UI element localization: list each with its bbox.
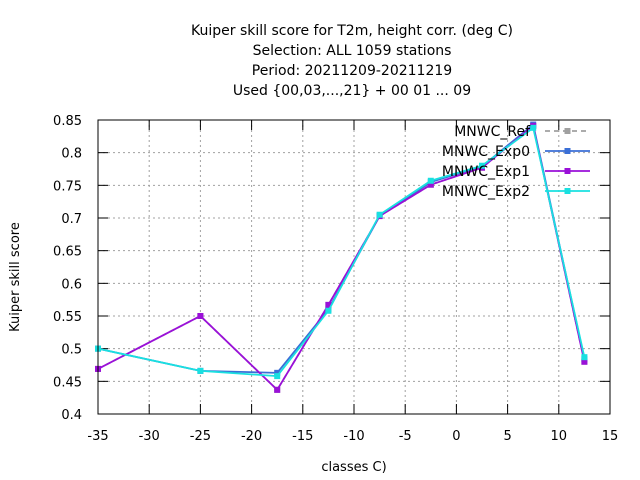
y-tick-label: 0.55 bbox=[53, 310, 82, 325]
x-tick-label: -30 bbox=[139, 429, 160, 444]
x-axis-label: classes C) bbox=[321, 460, 386, 475]
y-tick-label: 0.6 bbox=[61, 277, 82, 292]
data-point bbox=[427, 181, 434, 188]
y-tick-label: 0.75 bbox=[53, 179, 82, 194]
y-axis-label: Kuiper skill score bbox=[8, 222, 23, 332]
title-line-3: Period: 20211209-20211219 bbox=[252, 63, 452, 79]
x-tick-label: -35 bbox=[87, 429, 108, 444]
data-point bbox=[197, 367, 204, 374]
data-point bbox=[274, 386, 281, 393]
data-point bbox=[325, 301, 332, 308]
title-line-1: Kuiper skill score for T2m, height corr.… bbox=[191, 23, 513, 39]
legend-marker bbox=[564, 188, 571, 194]
legend-label: MNWC_Ref bbox=[454, 124, 531, 140]
data-point bbox=[197, 313, 204, 319]
y-tick-label: 0.85 bbox=[53, 114, 82, 129]
data-point bbox=[325, 307, 332, 314]
x-tick-label: -25 bbox=[190, 429, 211, 444]
data-point bbox=[427, 177, 434, 184]
legend-label: MNWC_Exp1 bbox=[442, 164, 530, 180]
plot-frame bbox=[97, 119, 611, 415]
grid bbox=[98, 120, 610, 414]
legend-label: MNWC_Exp0 bbox=[442, 144, 530, 160]
series-MNWC_Exp2 bbox=[95, 124, 588, 380]
y-tick-label: 0.7 bbox=[61, 212, 82, 227]
data-point bbox=[274, 373, 281, 380]
y-tick-label: 0.4 bbox=[61, 408, 82, 423]
data-point bbox=[479, 162, 485, 169]
x-tick-label: 5 bbox=[503, 429, 511, 444]
data-point bbox=[274, 369, 281, 376]
legend-marker bbox=[564, 148, 571, 154]
title-line-4: Used {00,03,...,21} + 00 01 ... 09 bbox=[233, 83, 471, 99]
x-tick-label: 15 bbox=[602, 429, 619, 444]
legend-label: MNWC_Exp2 bbox=[442, 184, 530, 200]
series-lines bbox=[95, 121, 588, 393]
x-tick-label: 10 bbox=[551, 429, 568, 444]
y-tick-label: 0.45 bbox=[53, 375, 82, 390]
data-point bbox=[581, 354, 588, 361]
y-tick-label: 0.8 bbox=[61, 147, 82, 162]
x-tick-label: -15 bbox=[292, 429, 313, 444]
data-point bbox=[530, 124, 537, 131]
legend: MNWC_Ref MNWC_Exp0 MNWC_Exp1 MNWC_Exp2 bbox=[442, 124, 590, 200]
axis-ticks: -35 -30 -25 -20 -15 -10 -5 0 5 10 15 0.4 0.45 0.5 0.55… bbox=[53, 114, 618, 444]
x-tick-label: 0 bbox=[452, 429, 460, 444]
data-point bbox=[581, 358, 588, 365]
y-tick-label: 0.5 bbox=[61, 343, 82, 358]
y-tick-label: 0.65 bbox=[53, 245, 82, 260]
series-line bbox=[97, 122, 586, 374]
x-tick-label: -20 bbox=[241, 429, 262, 444]
chart-title: Kuiper skill score for T2m, height corr.… bbox=[191, 23, 513, 99]
x-tick-label: -5 bbox=[399, 429, 412, 444]
x-tick-label: -10 bbox=[343, 429, 364, 444]
data-point bbox=[376, 211, 383, 218]
legend-marker bbox=[564, 168, 571, 174]
legend-marker bbox=[564, 128, 571, 134]
title-line-2: Selection: ALL 1059 stations bbox=[253, 43, 452, 59]
